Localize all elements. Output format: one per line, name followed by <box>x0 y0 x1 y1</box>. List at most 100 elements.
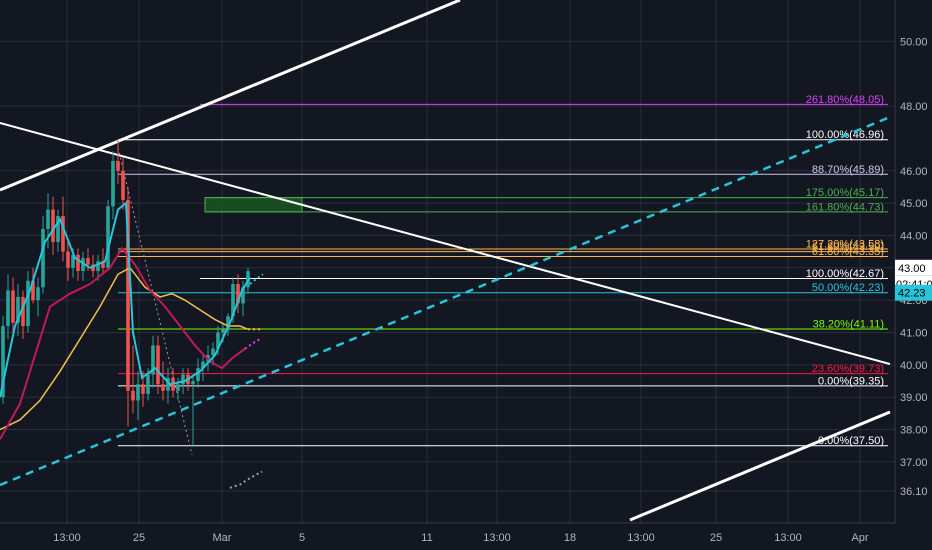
y-tick-label: 38.00 <box>900 425 928 437</box>
x-tick-label: Apr <box>851 532 868 544</box>
fib-label: 127.20%(43.58) <box>806 239 884 251</box>
y-tick-label: 40.00 <box>900 360 928 372</box>
fibonacci-levels: 361.80%(51.37)261.80%(48.05)100.00%(46.9… <box>118 94 888 447</box>
candle-body <box>46 209 50 229</box>
x-tick-label: Mar <box>213 532 232 544</box>
candle-body <box>201 361 205 369</box>
candle-body <box>176 384 180 391</box>
ma-yellow <box>0 266 249 431</box>
candle-body <box>106 206 110 268</box>
candle-body <box>121 170 125 200</box>
ma-magenta <box>0 246 246 440</box>
candle-body <box>131 390 135 401</box>
candle-body <box>166 377 170 391</box>
candle-body <box>191 381 195 385</box>
fib-label: 161.80%(44.73) <box>806 201 884 213</box>
y-tick-label: 36.10 <box>900 486 928 498</box>
fib-label: 61.80%(43.50) <box>812 241 884 253</box>
candle-body <box>81 258 85 272</box>
x-tick-label: 13:00 <box>53 532 81 544</box>
fib-label: 100.00%(42.67) <box>806 268 884 280</box>
cyan-price-badge <box>895 284 932 301</box>
candle-body <box>86 258 90 265</box>
candle-body <box>41 228 45 288</box>
time-axis-bg <box>0 523 932 550</box>
candle-body <box>101 261 105 268</box>
candle-body <box>181 374 185 385</box>
candle-body <box>231 283 235 317</box>
x-tick-label: 25 <box>710 532 722 544</box>
fib-label: 0.00%(39.35) <box>818 375 884 387</box>
candle-body <box>221 329 225 333</box>
candle-body <box>56 216 60 242</box>
candle-body <box>236 283 240 304</box>
candle-body <box>196 368 200 382</box>
y-tick-label: 46.00 <box>900 166 928 178</box>
green-zone <box>204 197 303 213</box>
gray-projection <box>229 470 263 489</box>
trendlines <box>0 0 891 522</box>
fib-label: 88.70%(45.89) <box>812 164 884 176</box>
y-tick-label: 41.00 <box>900 328 928 340</box>
candle-body <box>91 264 95 272</box>
candle-body <box>96 261 100 272</box>
candle-body <box>151 345 155 375</box>
candle-body <box>156 345 160 385</box>
x-tick-label: 18 <box>564 532 576 544</box>
dashed-support-line <box>0 115 891 487</box>
x-tick-label: 13:00 <box>627 532 655 544</box>
candle-body <box>146 374 150 394</box>
candle-body <box>126 199 130 391</box>
candle-body <box>16 296 20 323</box>
candle-body <box>111 161 115 207</box>
candle-body <box>116 161 120 171</box>
candle-body <box>36 287 40 301</box>
fib-label: 261.80%(48.05) <box>806 94 884 106</box>
candle-body <box>66 251 70 268</box>
candle-body <box>6 290 10 327</box>
x-tick-label: 13:00 <box>483 532 511 544</box>
fib-label: 175.00%(45.17) <box>806 187 884 199</box>
fib-label: 23.60%(39.73) <box>812 363 884 375</box>
x-tick-label: 13:00 <box>774 532 802 544</box>
candle-body <box>31 280 35 301</box>
y-tick-label: 37.00 <box>900 457 928 469</box>
candle-body <box>211 348 215 356</box>
x-tick-label: 11 <box>421 532 432 544</box>
candle-body <box>61 216 65 252</box>
candle-body <box>51 209 55 242</box>
candle-body <box>21 296 25 327</box>
zones <box>204 197 303 213</box>
fib-label: 50.00%(42.23) <box>812 282 884 294</box>
y-tick-label: 45.00 <box>900 198 928 210</box>
grid <box>0 0 895 523</box>
lower-channel-line <box>629 410 891 522</box>
upper-channel-line <box>0 0 461 192</box>
descending-trendline <box>0 122 891 365</box>
fib-label: 38.20%(41.11) <box>813 318 884 330</box>
candle-body <box>76 254 80 272</box>
last-price-text: 43.00 <box>898 263 926 275</box>
y-tick-label: 48.00 <box>900 101 928 113</box>
candle-body <box>1 326 5 398</box>
candle-body <box>136 384 140 401</box>
candle-body <box>216 332 220 349</box>
candle-body <box>241 287 245 304</box>
candle-body <box>26 280 30 327</box>
y-tick-label: 39.00 <box>900 392 928 404</box>
y-tick-label: 50.00 <box>900 36 928 48</box>
fib-label: 61.80%(43.35) <box>812 246 884 258</box>
candle-body <box>71 254 75 268</box>
fib-label: 0.00%(37.50) <box>818 435 884 447</box>
y-tick-label: 44.00 <box>900 230 928 242</box>
x-tick-label: 5 <box>299 532 305 544</box>
candle-body <box>141 384 145 394</box>
moving-averages <box>0 201 264 489</box>
ma-cyan <box>0 201 251 398</box>
last-price-badge <box>895 259 932 276</box>
candle-body <box>226 316 230 330</box>
candle-body <box>11 290 15 323</box>
